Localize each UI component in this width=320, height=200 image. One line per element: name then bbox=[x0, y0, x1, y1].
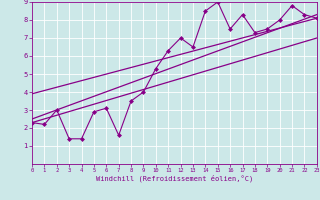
X-axis label: Windchill (Refroidissement éolien,°C): Windchill (Refroidissement éolien,°C) bbox=[96, 175, 253, 182]
